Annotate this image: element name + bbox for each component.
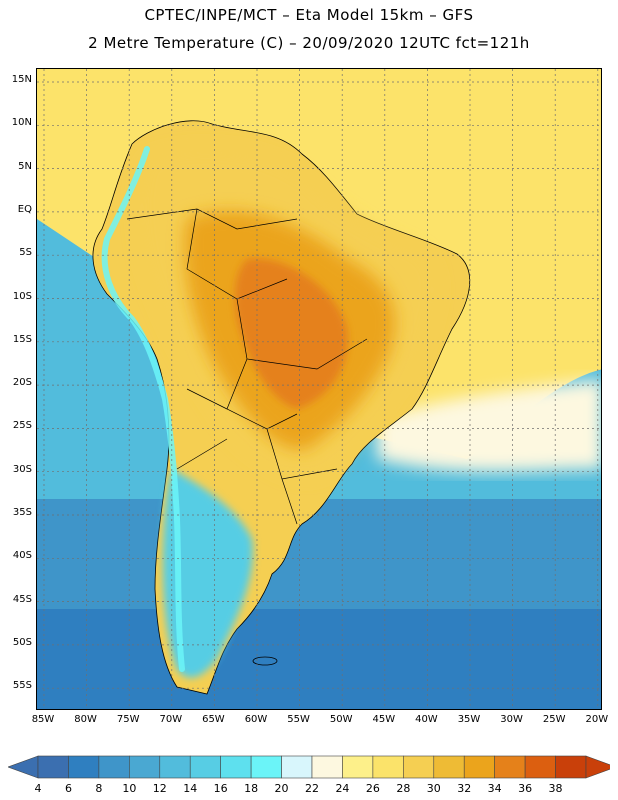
- colorbar-level-label: 14: [183, 782, 198, 795]
- temperature-map: [37, 69, 601, 709]
- latitude-label: 10N: [11, 117, 32, 129]
- colorbar-cell: [494, 755, 526, 779]
- latitude-label: 45S: [12, 593, 32, 605]
- longitude-label: 60W: [244, 714, 268, 725]
- latitude-label: 15S: [12, 333, 32, 345]
- longitude-label: 35W: [457, 714, 481, 725]
- latitude-label: 5S: [19, 247, 32, 259]
- colorbar-cell: [555, 755, 587, 779]
- colorbar-cell: [311, 755, 343, 779]
- land-cool-region: [162, 469, 253, 678]
- map-title: CPTEC/INPE/MCT – Eta Model 15km – GFS: [144, 6, 474, 24]
- colorbar-cell: [189, 755, 221, 779]
- latitude-label: 15N: [11, 74, 32, 85]
- latitude-label: 35S: [12, 507, 32, 518]
- colorbar-level-label: 24: [335, 782, 350, 795]
- colorbar-cell: [463, 755, 495, 779]
- colorbar-level-label: 16: [213, 782, 228, 795]
- longitude-label: 65W: [202, 714, 225, 725]
- longitude-label: 70W: [159, 714, 183, 725]
- colorbar-level-label: 38: [548, 782, 563, 795]
- latitude-label: 50S: [12, 636, 32, 648]
- land-hottest-region: [235, 258, 348, 409]
- colorbar-level-label: 6: [64, 782, 72, 795]
- latitude-label: 5N: [18, 160, 32, 172]
- colorbar-cell: [433, 755, 465, 779]
- map-gridlines: [37, 69, 601, 709]
- latitude-label: 20S: [12, 377, 32, 389]
- colorbar-cell: [342, 755, 374, 779]
- colorbar-level-label: 18: [244, 782, 259, 795]
- colorbar-cell: [403, 755, 435, 779]
- longitude-label: 80W: [74, 714, 97, 725]
- colorbar-level-label: 26: [365, 782, 380, 795]
- colorbar-level-label: 30: [426, 782, 441, 795]
- latitude-label: 10S: [12, 290, 32, 302]
- colorbar-level-label: 32: [457, 782, 472, 795]
- colorbar-cell: [220, 755, 252, 779]
- longitude-label: 40W: [415, 714, 438, 725]
- map-panel: [36, 68, 602, 710]
- longitude-label: 25W: [542, 714, 566, 725]
- ocean-cream-patch: [377, 379, 601, 472]
- latitude-label: EQ: [17, 203, 32, 215]
- colorbar-max-arrow: [585, 755, 610, 779]
- longitude-label: 45W: [372, 714, 396, 725]
- country-borders: [126, 208, 368, 525]
- colorbar-min-arrow: [8, 755, 39, 779]
- falkland-islands: [252, 656, 278, 666]
- colorbar-level-label: 20: [274, 782, 289, 795]
- colorbar-level-label: 10: [122, 782, 137, 795]
- colorbar-cell: [159, 755, 191, 779]
- colorbar-level-label: 34: [487, 782, 502, 795]
- colorbar-cell: [250, 755, 282, 779]
- colorbar-level-label: 22: [305, 782, 319, 795]
- colorbar-cell: [68, 755, 100, 779]
- longitude-label: 50W: [329, 714, 353, 725]
- longitude-label: 30W: [500, 714, 523, 725]
- colorbar-cell: [129, 755, 161, 779]
- latitude-label: 40S: [12, 550, 32, 562]
- colorbar-cell: [37, 755, 69, 779]
- map-subtitle: 2 Metre Temperature (C) – 20/09/2020 12U…: [88, 34, 530, 52]
- longitude-label: 20W: [585, 714, 609, 725]
- andes-ridge: [101, 146, 185, 672]
- latitude-label: 30S: [12, 463, 32, 475]
- temperature-colorbar: [8, 755, 610, 779]
- colorbar-level-label: 36: [518, 782, 533, 795]
- longitude-label: 85W: [31, 714, 55, 725]
- colorbar-cell: [524, 755, 556, 779]
- colorbar-level-label: 8: [95, 782, 103, 795]
- latitude-label: 55S: [12, 680, 32, 692]
- longitude-label: 75W: [116, 714, 140, 725]
- latitude-label: 25S: [12, 420, 32, 432]
- colorbar-cell: [98, 755, 130, 779]
- colorbar-cell: [281, 755, 313, 779]
- colorbar-level-label: 12: [152, 782, 167, 795]
- colorbar-cell: [372, 755, 404, 779]
- longitude-label: 55W: [287, 714, 310, 725]
- colorbar-level-label: 4: [34, 782, 42, 795]
- colorbar-level-label: 28: [396, 782, 411, 795]
